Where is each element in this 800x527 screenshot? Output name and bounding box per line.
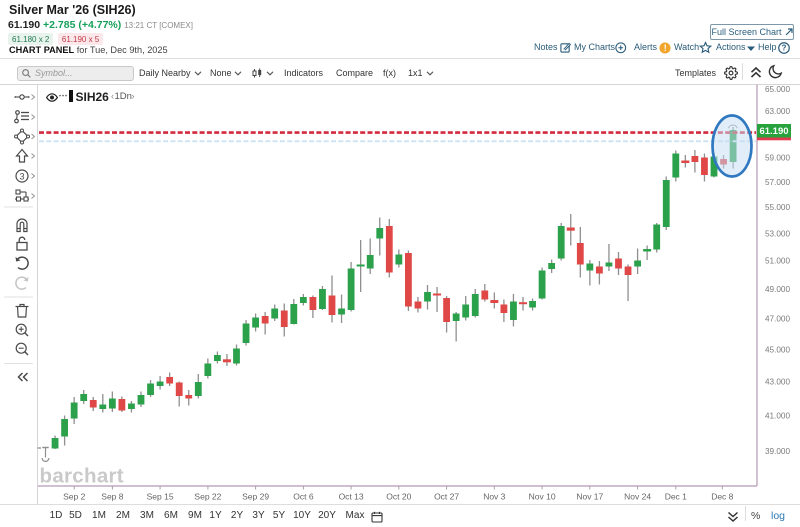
- svg-text:!: !: [664, 43, 667, 53]
- svg-text:Sep 15: Sep 15: [147, 492, 174, 502]
- svg-text:?: ?: [781, 43, 786, 52]
- svg-text:63.000: 63.000: [765, 107, 790, 116]
- svg-text:39.000: 39.000: [765, 447, 790, 456]
- svg-text:Nov 24: Nov 24: [624, 492, 651, 502]
- svg-text:55.000: 55.000: [765, 203, 790, 212]
- svg-text:47.000: 47.000: [765, 315, 790, 324]
- svg-text:51.000: 51.000: [765, 257, 790, 266]
- svg-text:61.190: 61.190: [759, 126, 788, 137]
- svg-text:59.000: 59.000: [765, 153, 790, 162]
- svg-text:Dec 1: Dec 1: [665, 492, 687, 502]
- svg-text:53.000: 53.000: [765, 230, 790, 239]
- svg-text:Sep 22: Sep 22: [194, 492, 221, 502]
- svg-text:57.000: 57.000: [765, 178, 790, 187]
- svg-text:Oct 27: Oct 27: [434, 492, 459, 502]
- svg-text:49.000: 49.000: [765, 285, 790, 294]
- svg-text:3: 3: [19, 171, 24, 181]
- svg-text:Dec 8: Dec 8: [711, 492, 733, 502]
- svg-text:Nov 17: Nov 17: [576, 492, 603, 502]
- svg-text:41.000: 41.000: [765, 411, 790, 420]
- svg-text:65.000: 65.000: [765, 85, 790, 94]
- svg-text:Nov 3: Nov 3: [483, 492, 505, 502]
- svg-text:Nov 10: Nov 10: [529, 492, 556, 502]
- svg-text:Sep 29: Sep 29: [242, 492, 269, 502]
- svg-text:45.000: 45.000: [765, 345, 790, 354]
- svg-text:Sep 2: Sep 2: [63, 492, 85, 502]
- svg-text:Sep 8: Sep 8: [101, 492, 123, 502]
- svg-text:Oct 13: Oct 13: [339, 492, 364, 502]
- svg-text:Oct 20: Oct 20: [386, 492, 411, 502]
- svg-text:Oct 6: Oct 6: [293, 492, 314, 502]
- svg-text:43.000: 43.000: [765, 378, 790, 387]
- svg-text:barchart: barchart: [40, 465, 124, 488]
